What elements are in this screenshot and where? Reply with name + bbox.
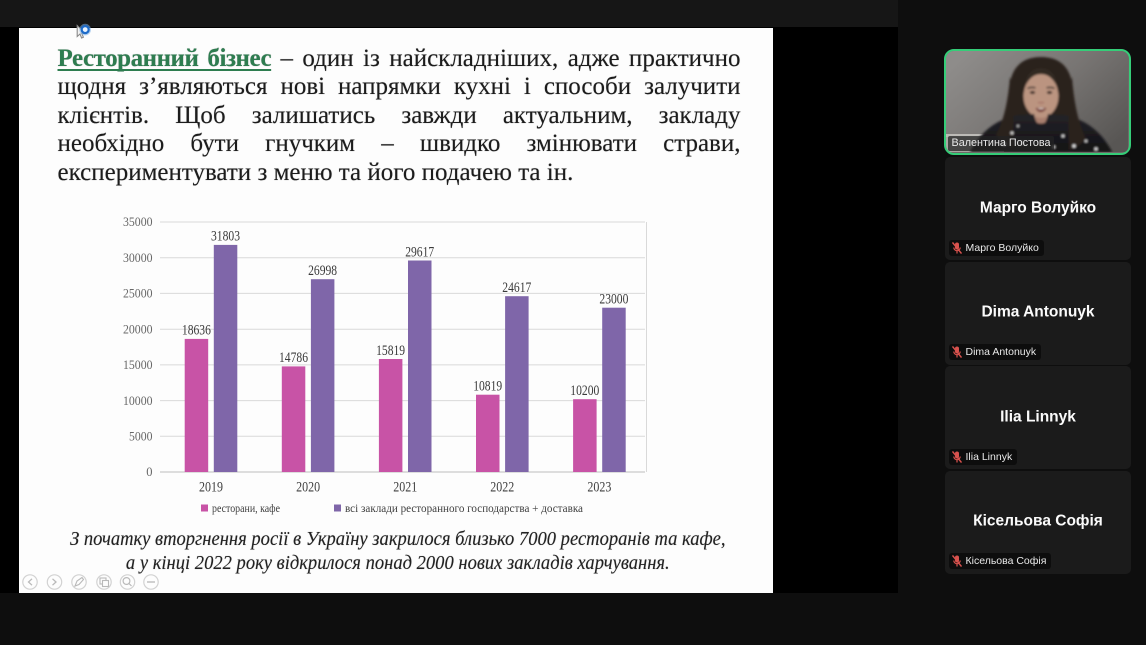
svg-text:ресторани, кафе: ресторани, кафе — [212, 501, 280, 515]
svg-text:5000: 5000 — [129, 430, 153, 444]
svg-text:2021: 2021 — [393, 480, 417, 496]
svg-text:2020: 2020 — [296, 480, 320, 496]
svg-text:всі заклади ресторанного госпо: всі заклади ресторанного господарства + … — [345, 501, 584, 515]
svg-text:10000: 10000 — [123, 394, 153, 408]
svg-text:20000: 20000 — [123, 322, 153, 336]
svg-text:0: 0 — [146, 465, 152, 479]
svg-text:29617: 29617 — [405, 244, 434, 260]
svg-text:30000: 30000 — [123, 251, 153, 265]
svg-text:26998: 26998 — [308, 263, 337, 279]
svg-text:10819: 10819 — [473, 379, 502, 395]
svg-text:15000: 15000 — [123, 358, 153, 372]
svg-text:14786: 14786 — [279, 350, 308, 366]
svg-text:15819: 15819 — [376, 343, 405, 359]
svg-text:23000: 23000 — [599, 292, 628, 308]
svg-text:2022: 2022 — [490, 480, 514, 496]
svg-text:2019: 2019 — [199, 480, 223, 496]
svg-text:2023: 2023 — [587, 480, 611, 496]
svg-text:18636: 18636 — [182, 323, 211, 339]
svg-text:25000: 25000 — [123, 287, 153, 301]
svg-text:35000: 35000 — [123, 215, 153, 229]
svg-text:31803: 31803 — [211, 229, 240, 245]
svg-text:10200: 10200 — [570, 383, 599, 399]
svg-text:24617: 24617 — [502, 280, 531, 296]
